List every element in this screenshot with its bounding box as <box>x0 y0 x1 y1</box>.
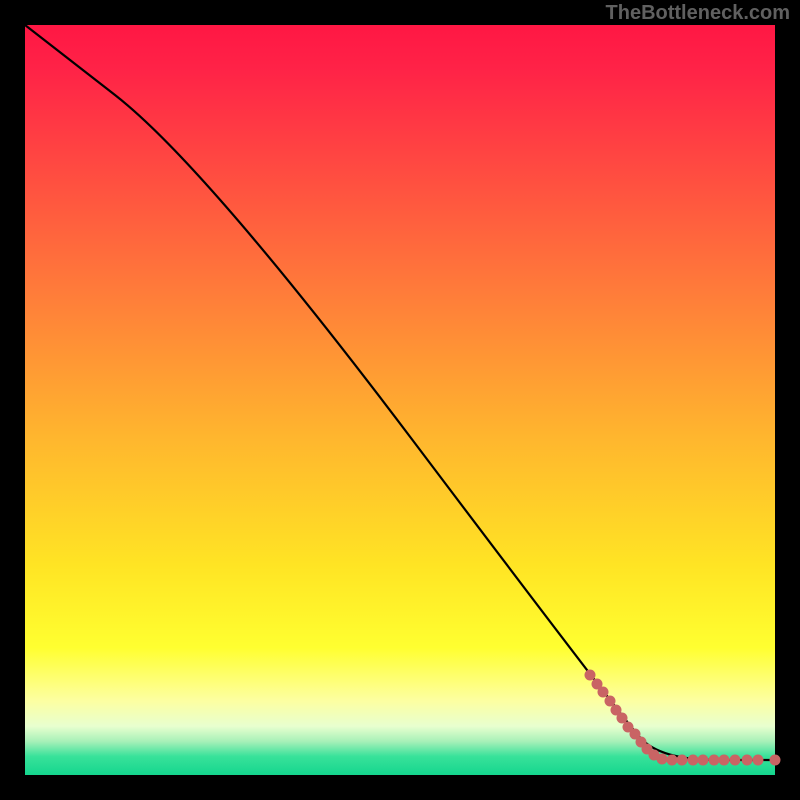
data-marker <box>730 755 741 766</box>
data-marker <box>753 755 764 766</box>
chart-svg <box>0 0 800 800</box>
data-marker <box>617 713 628 724</box>
data-marker <box>770 755 781 766</box>
data-marker <box>688 755 699 766</box>
data-marker <box>657 754 668 765</box>
data-marker <box>719 755 730 766</box>
data-marker <box>667 755 678 766</box>
data-marker <box>709 755 720 766</box>
data-marker <box>742 755 753 766</box>
chart-container: TheBottleneck.com <box>0 0 800 800</box>
gradient-panel <box>25 25 775 775</box>
data-marker <box>598 687 609 698</box>
data-marker <box>698 755 709 766</box>
data-marker <box>605 696 616 707</box>
data-marker <box>585 670 596 681</box>
data-marker <box>677 755 688 766</box>
attribution-text: TheBottleneck.com <box>606 2 790 25</box>
